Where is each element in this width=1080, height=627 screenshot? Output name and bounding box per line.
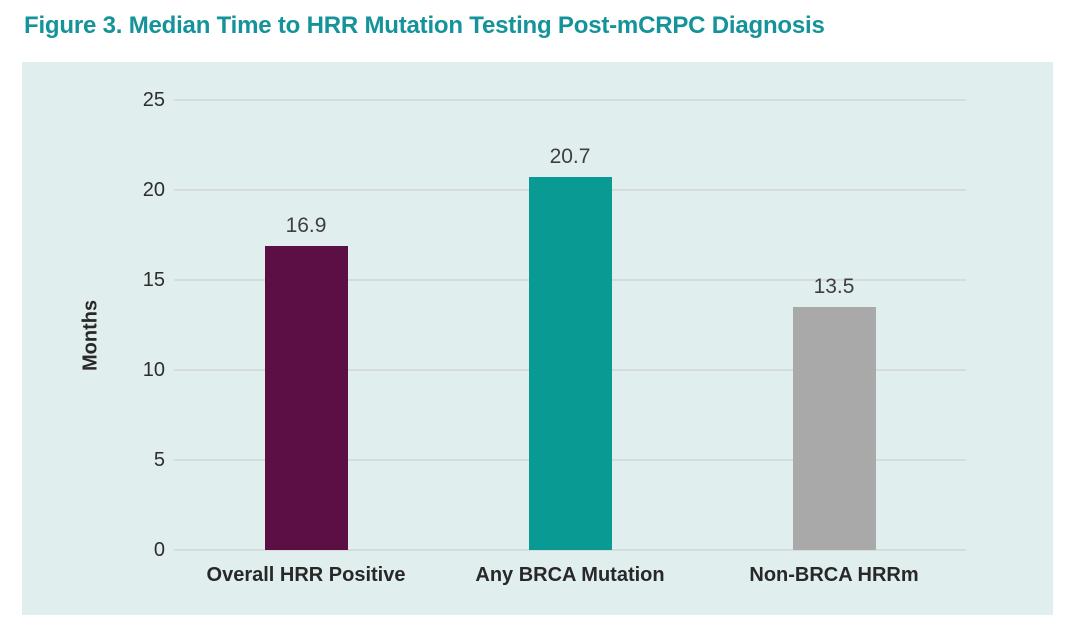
bar-value-label-0: 16.9 [285, 214, 327, 237]
bar-1 [529, 177, 612, 550]
gridline-0 [174, 549, 966, 551]
x-category-label-1: Any BRCA Mutation [475, 564, 665, 586]
x-category-label-0: Overall HRR Positive [206, 564, 406, 586]
y-tick-label-25: 25 [142, 89, 165, 111]
bar-2 [793, 307, 876, 550]
figure-title: Figure 3. Median Time to HRR Mutation Te… [24, 12, 825, 39]
y-tick-label-0: 0 [153, 539, 165, 561]
bar-value-label-1: 20.7 [549, 145, 591, 168]
bar-0 [265, 246, 348, 550]
y-tick-label-15: 15 [142, 269, 165, 291]
chart-panel: Months 0 5 10 15 20 25 16.9 Overall HRR Positiv… [22, 62, 1053, 615]
bar-value-label-2: 13.5 [813, 275, 855, 298]
y-tick-label-20: 20 [142, 179, 165, 201]
y-tick-label-10: 10 [142, 359, 165, 381]
x-category-label-2: Non-BRCA HRRm [749, 564, 919, 586]
gridline-25 [174, 99, 966, 101]
y-tick-label-5: 5 [153, 449, 165, 471]
